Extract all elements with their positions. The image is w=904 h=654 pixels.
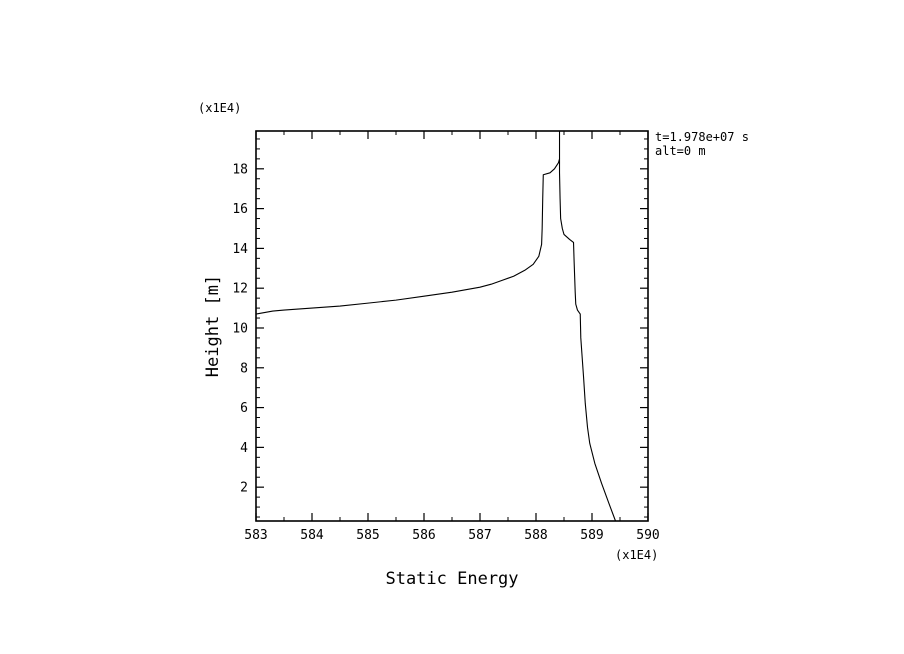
x-axis-title: Static Energy [385,569,518,589]
series-group [255,131,617,522]
series-line-static-energy-profile [255,158,617,522]
y-tick-label: 10 [232,321,248,336]
x-tick-label: 584 [300,528,324,543]
y-tick-label: 18 [232,162,248,177]
y-axis-title: Height [m] [203,275,223,377]
y-tick-labels: 2 4 6 8 10 12 14 16 18 [232,162,248,495]
altitude-annotation: alt=0 m [655,144,706,158]
y-tick-label: 2 [240,481,248,496]
time-annotation: t=1.978e+07 s [655,130,749,144]
x-tick-label: 587 [468,528,491,543]
y-tick-label: 14 [232,242,248,257]
x-tick-label: 583 [244,528,267,543]
y-tick-label: 4 [240,441,248,456]
plot-frame [255,130,649,522]
x-tick-label: 590 [636,528,659,543]
x-tick-label: 588 [524,528,547,543]
x-axis-multiplier: (x1E4) [615,548,658,562]
x-tick-label: 586 [412,528,435,543]
x-tick-label: 585 [356,528,379,543]
y-axis-multiplier: (x1E4) [198,101,241,115]
y-tick-label: 12 [232,282,248,297]
y-tick-label: 16 [232,202,248,217]
y-tick-label: 6 [240,401,248,416]
x-tick-label: 589 [580,528,603,543]
x-tick-labels: 583 584 585 586 587 588 589 590 [244,528,659,543]
y-tick-label: 8 [240,361,248,376]
minor-ticks [256,131,648,521]
major-ticks [255,131,649,521]
